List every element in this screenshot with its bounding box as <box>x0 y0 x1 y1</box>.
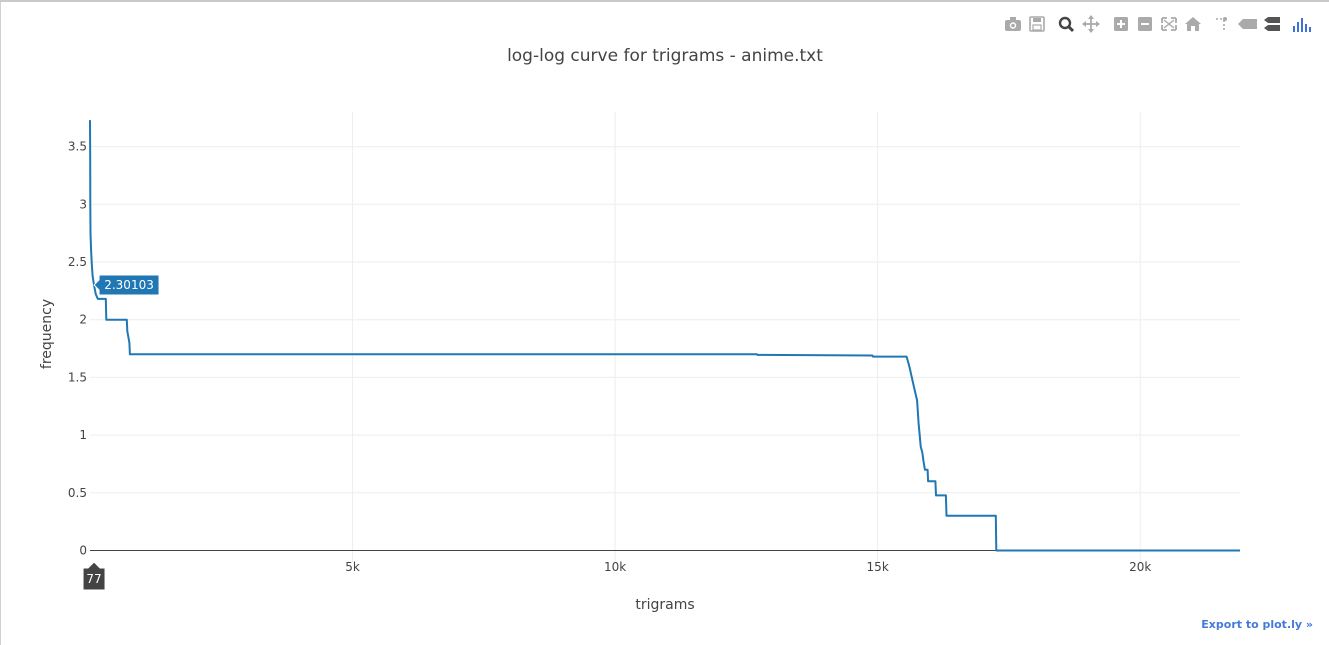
series-layer <box>89 120 1240 552</box>
save-icon <box>1029 16 1045 32</box>
y-tick-label: 0.5 <box>68 486 87 500</box>
hover-closest-button[interactable] <box>1235 14 1259 34</box>
modebar <box>995 14 1313 34</box>
hover-compare-button[interactable] <box>1259 14 1283 34</box>
x-tick-label: 10k <box>604 560 626 574</box>
hover-x-label: 77 <box>86 572 101 586</box>
y-tick-label: 3.5 <box>68 140 87 154</box>
hover-x-label-box <box>82 561 106 591</box>
modebar-group <box>1055 14 1103 34</box>
zoom-in-button[interactable] <box>1109 14 1133 34</box>
zoom-icon <box>1058 16 1075 33</box>
y-tick-label: 3 <box>79 197 87 211</box>
y-tick-label: 1 <box>79 428 87 442</box>
spike-lines-button[interactable] <box>1211 14 1235 34</box>
home-button[interactable] <box>1181 14 1205 34</box>
zoom-out-button[interactable] <box>1133 14 1157 34</box>
y-axis-title: frequency <box>39 299 55 369</box>
home-icon <box>1185 17 1201 31</box>
x-tick-label: 5k <box>345 560 360 574</box>
hover-y-label: 2.30103 <box>104 278 154 292</box>
x-axis-title: trigrams <box>635 597 694 613</box>
autoscale-button[interactable] <box>1157 14 1181 34</box>
camera-button[interactable] <box>1001 14 1025 34</box>
spike-lines-icon <box>1216 17 1227 32</box>
plotly-logo-button[interactable] <box>1289 14 1313 34</box>
autoscale-icon <box>1161 17 1177 31</box>
pan-button[interactable] <box>1079 14 1103 34</box>
modebar-group <box>1211 14 1283 34</box>
y-tick-label: 2 <box>79 313 87 327</box>
chart-title: log-log curve for trigrams - anime.txt <box>507 46 823 66</box>
tick-label-layer: 5k 10k 15k 20k 0 0.5 1 1.5 2 2.5 3 3.5 <box>68 140 1151 574</box>
y-tick-label: 0 <box>79 543 87 557</box>
zoom-out-icon <box>1138 17 1152 31</box>
x-tick-label: 20k <box>1129 560 1151 574</box>
pan-icon <box>1082 15 1100 33</box>
save-button[interactable] <box>1025 14 1049 34</box>
y-tick-label: 1.5 <box>68 370 87 384</box>
hover-y-label-box <box>93 274 160 296</box>
modebar-group <box>1109 14 1205 34</box>
hover-layer: 2.30103 77 <box>82 274 160 591</box>
modebar-group <box>1289 14 1313 34</box>
zoom-button[interactable] <box>1055 14 1079 34</box>
modebar-group <box>1001 14 1049 34</box>
plotly-logo-icon <box>1293 18 1311 32</box>
zoom-in-icon <box>1114 17 1128 31</box>
x-tick-label: 15k <box>867 560 889 574</box>
series-line[interactable] <box>89 120 1240 552</box>
camera-icon <box>1005 17 1021 31</box>
grid-layer <box>90 112 1240 562</box>
hover-closest-icon <box>1238 19 1257 29</box>
export-link[interactable]: Export to plot.ly » <box>1201 618 1313 631</box>
hover-compare-icon <box>1264 17 1280 31</box>
y-tick-label: 2.5 <box>68 255 87 269</box>
